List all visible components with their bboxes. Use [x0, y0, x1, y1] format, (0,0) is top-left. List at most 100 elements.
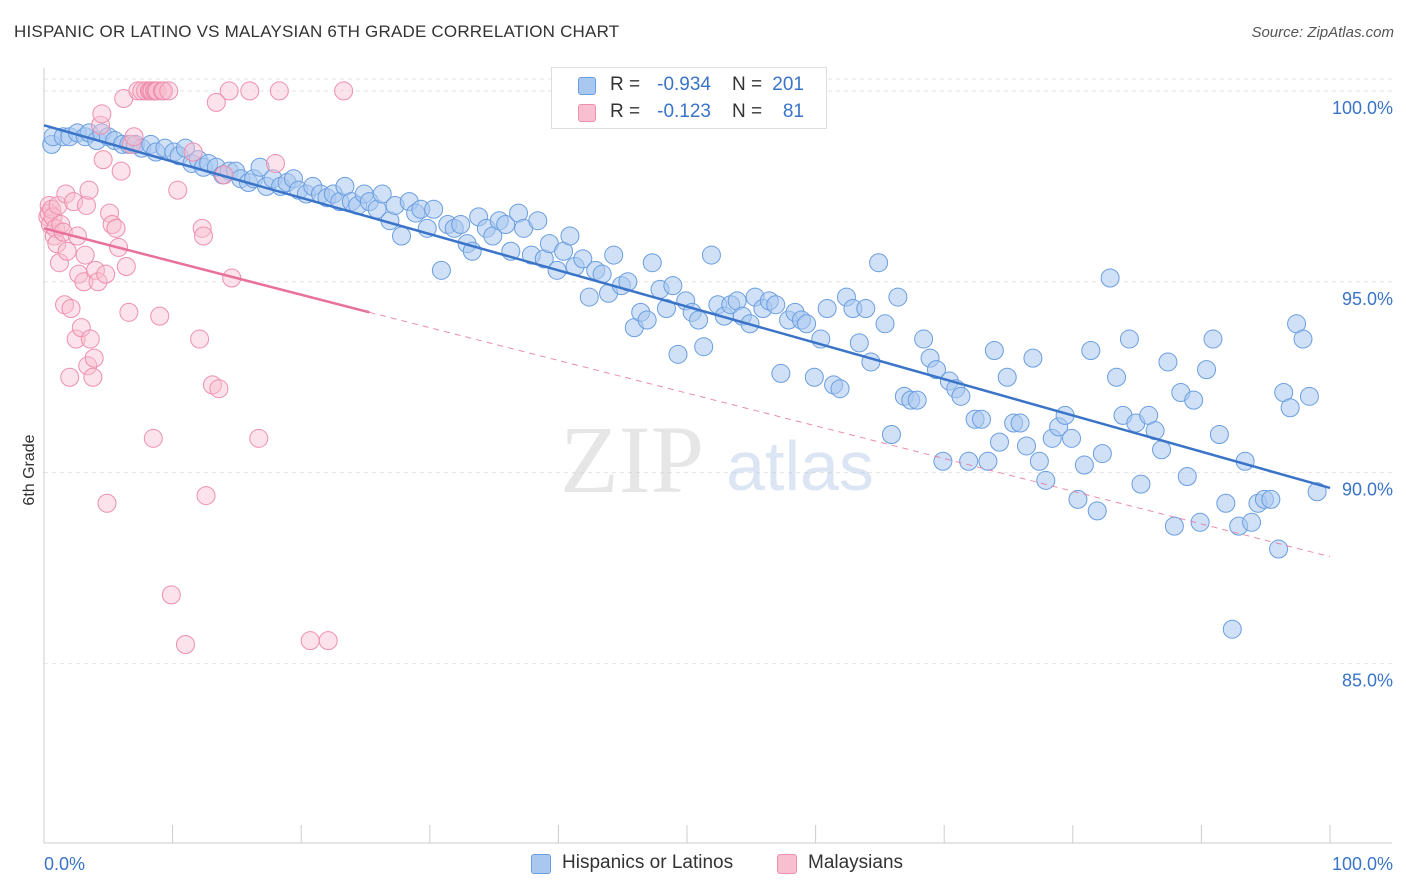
- malaysians-point: [49, 253, 69, 273]
- hispanics-point: [1242, 512, 1262, 532]
- malaysians-point: [60, 367, 80, 387]
- y-axis-label: 6th Grade: [21, 434, 38, 505]
- malaysians-point: [61, 299, 81, 319]
- legend-row-malaysians: R = -0.123 N = 81: [552, 100, 828, 126]
- hispanics-point: [869, 253, 889, 273]
- hispanics-point: [1197, 360, 1217, 380]
- hispanics-point: [528, 211, 548, 231]
- hispanics-point: [604, 245, 624, 265]
- hispanics-point: [933, 451, 953, 471]
- series-legend-swatch-malaysians: [777, 854, 797, 874]
- malaysians-point: [190, 329, 210, 349]
- malaysians-point: [88, 272, 108, 292]
- malaysians-point: [159, 81, 179, 101]
- hispanics-point: [1299, 386, 1319, 406]
- hispanics-point: [1293, 329, 1313, 349]
- hispanics-point: [1092, 444, 1112, 464]
- hispanics-point: [637, 310, 657, 330]
- y-tick-labels: 85.0% 90.0% 95.0% 100.0%: [1332, 98, 1393, 691]
- malaysians-point: [192, 218, 212, 238]
- hispanics-point: [1307, 482, 1327, 502]
- gridlines: [44, 78, 1392, 665]
- hispanics-point: [1280, 398, 1300, 418]
- malaysians-point: [64, 192, 84, 212]
- hispanics-point: [372, 184, 392, 204]
- legend-n-value-hispanics: 201: [772, 74, 804, 95]
- hispanics-point: [830, 379, 850, 399]
- correlation-legend: R = -0.934 N = 201 R = -0.123 N = 81: [551, 67, 827, 129]
- hispanics-point: [642, 253, 662, 273]
- y-tick-label: 95.0%: [1342, 289, 1393, 309]
- series-legend-swatch-hispanics: [531, 854, 551, 874]
- hispanics-point: [926, 360, 946, 380]
- malaysians-point: [196, 486, 216, 506]
- hispanics-point: [1017, 436, 1037, 456]
- hispanics-point: [431, 260, 451, 280]
- y-tick-label: 100.0%: [1332, 98, 1393, 118]
- malaysians-point: [92, 104, 112, 124]
- hispanics-point: [817, 299, 837, 319]
- hispanics-point: [1261, 489, 1281, 509]
- hispanics-point: [984, 341, 1004, 361]
- hispanics-point: [856, 299, 876, 319]
- hispanics-point: [1190, 512, 1210, 532]
- hispanics-point: [881, 425, 901, 445]
- hispanics-point: [766, 295, 786, 315]
- malaysians-point: [84, 348, 104, 368]
- hispanics-point: [1222, 619, 1242, 639]
- malaysians-point: [206, 92, 226, 112]
- malaysians-point: [175, 634, 195, 654]
- malaysians-point: [97, 493, 117, 513]
- legend-swatch-malaysians: [578, 104, 596, 122]
- series-legend-label-hispanics: Hispanics or Latinos: [562, 852, 734, 873]
- hispanics-point: [1177, 466, 1197, 486]
- hispanics-point: [1107, 367, 1127, 387]
- hispanics-point: [771, 363, 791, 383]
- x-tick-label: 100.0%: [1332, 854, 1393, 874]
- hispanics-point: [1184, 390, 1204, 410]
- legend-row-hispanics: R = -0.934 N = 201: [552, 73, 828, 99]
- malaysians-point: [209, 379, 229, 399]
- hispanics-point: [914, 329, 934, 349]
- hispanics-point: [989, 432, 1009, 452]
- hispanics-point: [1216, 493, 1236, 513]
- hispanics-point: [1068, 489, 1088, 509]
- malaysians-point: [265, 153, 285, 173]
- malaysians-point: [183, 142, 203, 162]
- hispanics-point: [978, 451, 998, 471]
- hispanics-point: [1023, 348, 1043, 368]
- hispanics-point: [689, 310, 709, 330]
- hispanics-point: [1164, 516, 1184, 536]
- hispanics-point: [1074, 455, 1094, 475]
- series-hispanics-points: [42, 123, 1327, 639]
- watermark-zip: ZIP: [560, 406, 704, 513]
- malaysians-point: [74, 272, 94, 292]
- hispanics-point: [1010, 413, 1030, 433]
- hispanics-point: [668, 344, 688, 364]
- malaysians-point: [85, 260, 105, 280]
- malaysians-point: [168, 180, 188, 200]
- malaysians-point: [269, 81, 289, 101]
- malaysians-point: [300, 631, 320, 651]
- hispanics-point: [1029, 451, 1049, 471]
- hispanics-point: [560, 226, 580, 246]
- malaysians-point: [143, 428, 163, 448]
- malaysians-point: [57, 241, 77, 261]
- malaysians-trend-line: [43, 227, 370, 314]
- x-tick-labels: 0.0% 100.0%: [44, 854, 1393, 874]
- malaysians-point: [124, 127, 144, 147]
- legend-r-value-hispanics: -0.934: [657, 74, 711, 95]
- hispanics-point: [424, 199, 444, 219]
- y-tick-label: 90.0%: [1342, 480, 1393, 500]
- malaysians-point: [150, 306, 170, 326]
- series-legend: Hispanics or Latinos Malaysians: [0, 852, 1406, 882]
- hispanics-point: [496, 215, 516, 235]
- malaysians-point: [147, 81, 167, 101]
- malaysians-point: [75, 245, 95, 265]
- hispanics-point: [951, 386, 971, 406]
- malaysians-point: [219, 81, 239, 101]
- malaysians-point: [193, 226, 213, 246]
- hispanics-point: [392, 226, 412, 246]
- hispanics-point: [1081, 341, 1101, 361]
